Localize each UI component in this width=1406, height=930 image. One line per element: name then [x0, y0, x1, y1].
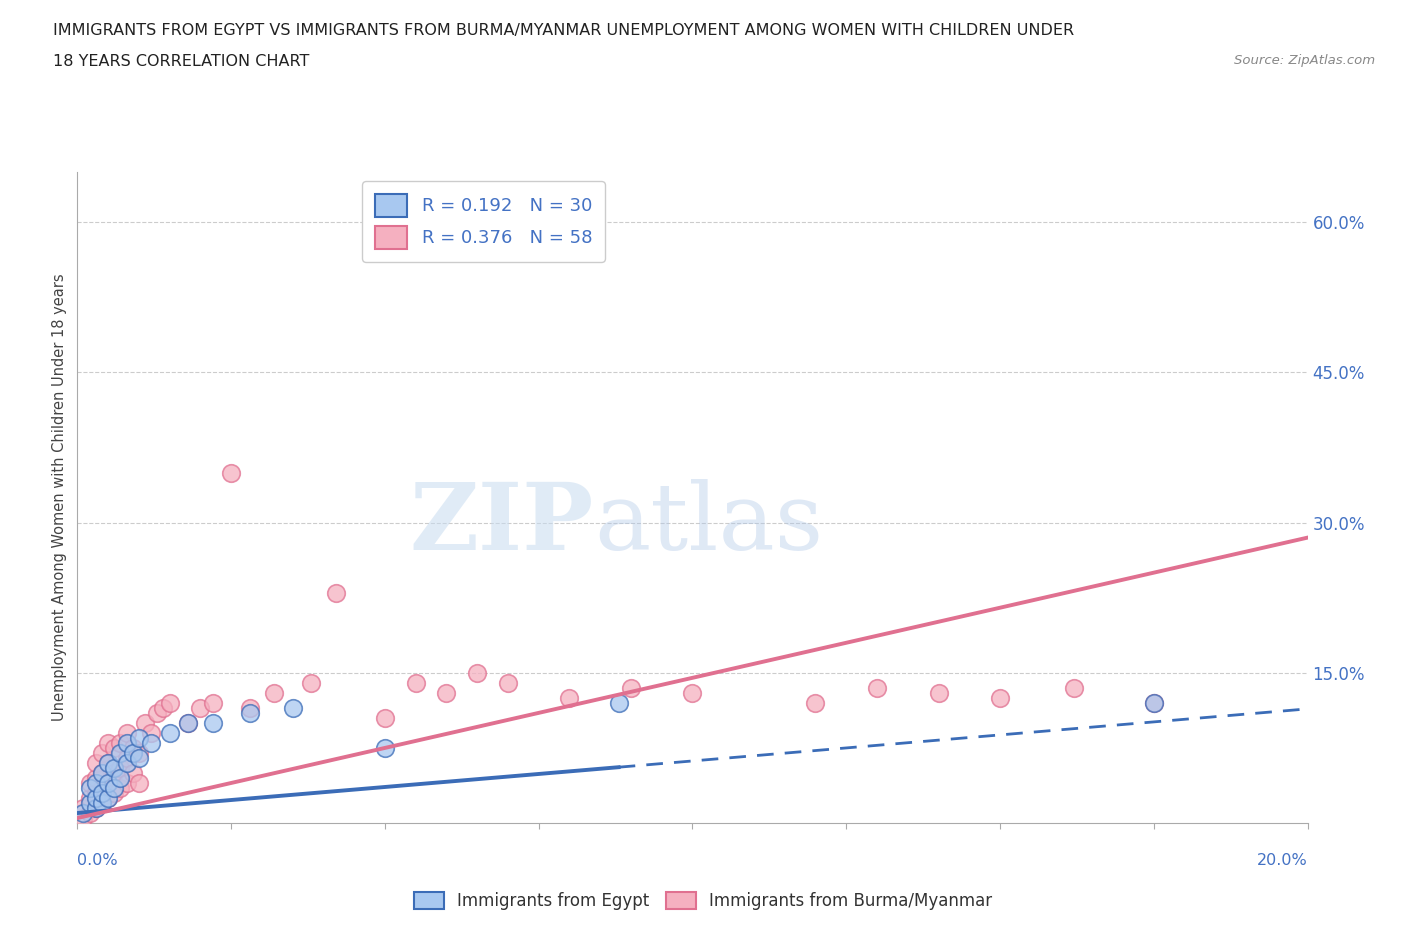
- Point: [325, 585, 347, 600]
- Point: [804, 696, 827, 711]
- Point: [72, 801, 94, 816]
- Point: [620, 681, 643, 696]
- Point: [121, 746, 143, 761]
- Point: [110, 736, 132, 751]
- Point: [141, 736, 163, 751]
- Text: 20.0%: 20.0%: [1257, 853, 1308, 868]
- Point: [84, 776, 107, 790]
- Point: [115, 751, 138, 765]
- Point: [84, 771, 107, 786]
- Point: [682, 685, 704, 700]
- Point: [128, 751, 150, 765]
- Point: [110, 746, 132, 761]
- Text: 0.0%: 0.0%: [77, 853, 118, 868]
- Point: [607, 696, 630, 711]
- Point: [84, 801, 107, 816]
- Point: [90, 765, 114, 780]
- Point: [84, 786, 107, 801]
- Point: [103, 780, 125, 795]
- Point: [110, 771, 132, 786]
- Point: [115, 736, 138, 751]
- Point: [110, 761, 132, 776]
- Point: [152, 700, 174, 715]
- Point: [201, 696, 224, 711]
- Point: [141, 725, 163, 740]
- Point: [72, 805, 94, 820]
- Point: [115, 776, 138, 790]
- Point: [299, 675, 322, 690]
- Point: [239, 700, 262, 715]
- Text: atlas: atlas: [595, 479, 824, 568]
- Point: [97, 755, 120, 770]
- Point: [146, 706, 169, 721]
- Point: [103, 740, 125, 755]
- Point: [1143, 696, 1166, 711]
- Point: [79, 776, 101, 790]
- Point: [97, 755, 120, 770]
- Text: Source: ZipAtlas.com: Source: ZipAtlas.com: [1234, 54, 1375, 67]
- Point: [97, 790, 120, 805]
- Point: [90, 746, 114, 761]
- Point: [128, 746, 150, 761]
- Point: [103, 786, 125, 801]
- Point: [134, 715, 156, 730]
- Y-axis label: Unemployment Among Women with Children Under 18 years: Unemployment Among Women with Children U…: [52, 273, 67, 722]
- Point: [159, 725, 181, 740]
- Point: [97, 776, 120, 790]
- Point: [465, 665, 488, 680]
- Point: [159, 696, 181, 711]
- Point: [110, 780, 132, 795]
- Point: [121, 740, 143, 755]
- Point: [97, 776, 120, 790]
- Point: [79, 805, 101, 820]
- Point: [84, 801, 107, 816]
- Text: ZIP: ZIP: [409, 479, 595, 568]
- Point: [177, 715, 200, 730]
- Point: [496, 675, 519, 690]
- Point: [79, 790, 101, 805]
- Point: [1063, 681, 1085, 696]
- Text: 18 YEARS CORRELATION CHART: 18 YEARS CORRELATION CHART: [53, 54, 309, 69]
- Point: [177, 715, 200, 730]
- Point: [1143, 696, 1166, 711]
- Point: [281, 700, 304, 715]
- Point: [90, 765, 114, 780]
- Point: [239, 706, 262, 721]
- Legend: Immigrants from Egypt, Immigrants from Burma/Myanmar: Immigrants from Egypt, Immigrants from B…: [406, 885, 1000, 917]
- Point: [103, 761, 125, 776]
- Point: [374, 740, 396, 755]
- Point: [103, 765, 125, 780]
- Point: [115, 725, 138, 740]
- Point: [84, 790, 107, 805]
- Legend: R = 0.192   N = 30, R = 0.376   N = 58: R = 0.192 N = 30, R = 0.376 N = 58: [361, 181, 605, 261]
- Point: [79, 780, 101, 795]
- Point: [97, 790, 120, 805]
- Text: IMMIGRANTS FROM EGYPT VS IMMIGRANTS FROM BURMA/MYANMAR UNEMPLOYMENT AMONG WOMEN : IMMIGRANTS FROM EGYPT VS IMMIGRANTS FROM…: [53, 23, 1074, 38]
- Point: [988, 690, 1011, 705]
- Point: [72, 811, 94, 826]
- Point: [90, 795, 114, 810]
- Point: [201, 715, 224, 730]
- Point: [128, 730, 150, 745]
- Point: [436, 685, 458, 700]
- Point: [128, 776, 150, 790]
- Point: [405, 675, 427, 690]
- Point: [188, 700, 212, 715]
- Point: [90, 786, 114, 801]
- Point: [79, 795, 101, 810]
- Point: [374, 711, 396, 725]
- Point: [558, 690, 581, 705]
- Point: [97, 736, 120, 751]
- Point: [121, 765, 143, 780]
- Point: [263, 685, 285, 700]
- Point: [115, 755, 138, 770]
- Point: [866, 681, 889, 696]
- Point: [90, 780, 114, 795]
- Point: [928, 685, 950, 700]
- Point: [84, 755, 107, 770]
- Point: [219, 465, 242, 480]
- Point: [90, 795, 114, 810]
